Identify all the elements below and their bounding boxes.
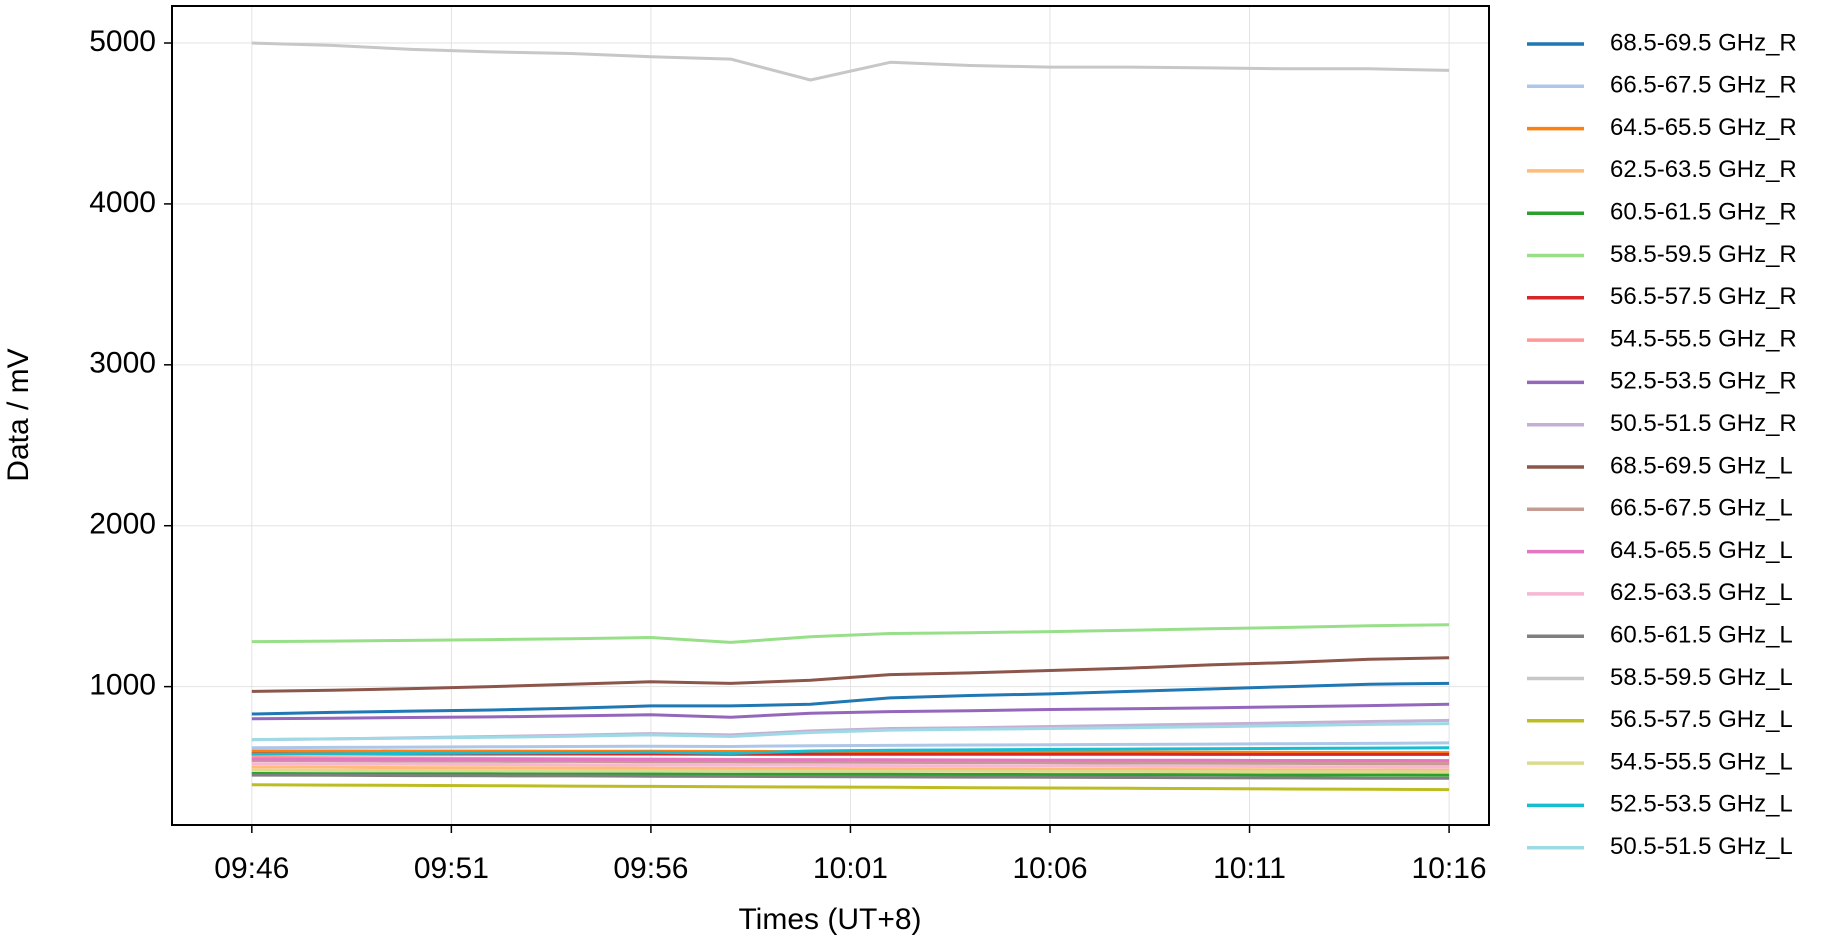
plot-frame bbox=[171, 5, 1490, 826]
y-tick-label: 5000 bbox=[89, 25, 156, 58]
series-line bbox=[251, 656, 1450, 693]
legend-label: 68.5-69.5 GHz_L bbox=[1610, 452, 1793, 479]
x-tick-label: 10:11 bbox=[1213, 852, 1286, 885]
legend-label: 60.5-61.5 GHz_R bbox=[1610, 199, 1797, 226]
legend-label: 62.5-63.5 GHz_R bbox=[1610, 156, 1797, 183]
series-line bbox=[251, 762, 1450, 769]
legend-label: 66.5-67.5 GHz_R bbox=[1610, 72, 1797, 99]
series-line bbox=[251, 773, 1450, 780]
x-tick-label: 10:16 bbox=[1412, 852, 1487, 885]
legend-label: 64.5-65.5 GHz_L bbox=[1610, 537, 1793, 564]
legend-label: 64.5-65.5 GHz_R bbox=[1610, 114, 1797, 141]
series-line bbox=[251, 681, 1450, 716]
x-tick-label: 09:51 bbox=[414, 852, 489, 885]
x-tick-label: 09:56 bbox=[613, 852, 688, 885]
y-axis-label: Data / mV bbox=[2, 348, 35, 481]
series-line bbox=[251, 757, 1450, 763]
legend-label: 60.5-61.5 GHz_L bbox=[1610, 622, 1793, 649]
legend-label: 68.5-69.5 GHz_R bbox=[1610, 29, 1797, 56]
x-tick-label: 10:01 bbox=[813, 852, 888, 885]
legend-label: 50.5-51.5 GHz_R bbox=[1610, 410, 1797, 437]
legend-label: 54.5-55.5 GHz_L bbox=[1610, 748, 1793, 775]
series-line bbox=[251, 759, 1450, 766]
x-axis-label: Times (UT+8) bbox=[738, 903, 921, 936]
series-line bbox=[251, 768, 1450, 774]
legend-label: 56.5-57.5 GHz_L bbox=[1610, 706, 1793, 733]
legend-label: 52.5-53.5 GHz_L bbox=[1610, 791, 1793, 818]
legend-label: 52.5-53.5 GHz_R bbox=[1610, 368, 1797, 395]
x-tick-label: 09:46 bbox=[214, 852, 289, 885]
series-line bbox=[251, 783, 1450, 792]
y-tick-label: 2000 bbox=[89, 508, 156, 541]
series-line bbox=[251, 702, 1450, 721]
legend-label: 62.5-63.5 GHz_L bbox=[1610, 579, 1793, 606]
series-line bbox=[251, 746, 1450, 756]
legend-label: 50.5-51.5 GHz_L bbox=[1610, 833, 1793, 860]
legend-label: 56.5-57.5 GHz_R bbox=[1610, 283, 1797, 310]
series-line bbox=[251, 765, 1450, 772]
x-tick-label: 10:06 bbox=[1012, 852, 1087, 885]
series-line bbox=[251, 741, 1450, 750]
y-tick-label: 1000 bbox=[89, 669, 156, 702]
legend-label: 58.5-59.5 GHz_R bbox=[1610, 241, 1797, 268]
legend-label: 66.5-67.5 GHz_L bbox=[1610, 495, 1793, 522]
y-tick-label: 3000 bbox=[89, 347, 156, 380]
legend-label: 58.5-59.5 GHz_L bbox=[1610, 664, 1793, 691]
series-line bbox=[251, 41, 1450, 82]
series-line bbox=[251, 772, 1450, 777]
series-line bbox=[251, 722, 1450, 742]
legend-label: 54.5-55.5 GHz_R bbox=[1610, 325, 1797, 352]
series-line bbox=[251, 623, 1450, 644]
y-tick-label: 4000 bbox=[89, 186, 156, 219]
